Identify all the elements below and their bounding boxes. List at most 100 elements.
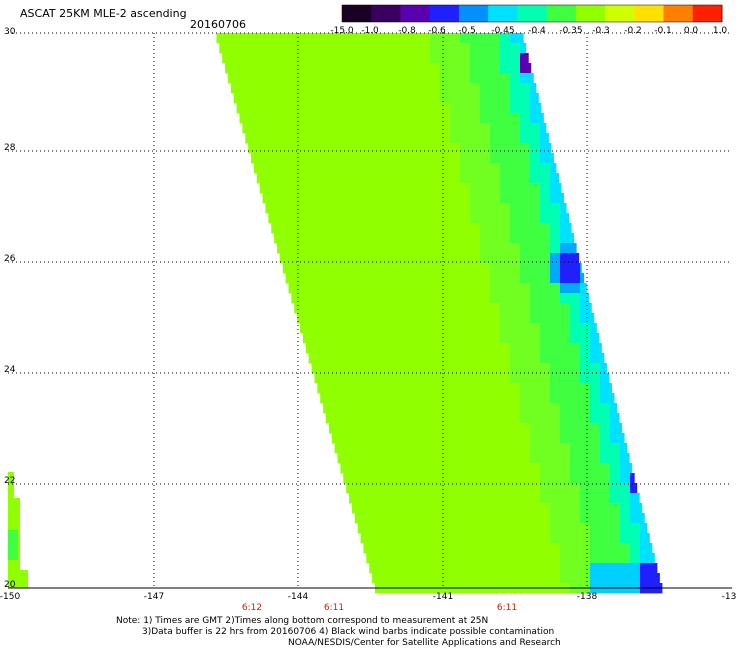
swath-cell	[520, 503, 531, 514]
swath-cell	[460, 213, 471, 224]
swath-cell	[340, 103, 351, 114]
swath-cell	[570, 353, 581, 364]
swath-cell	[630, 553, 641, 564]
swath-cell	[340, 73, 351, 84]
swath-cell	[219, 43, 221, 54]
swath-cell	[350, 153, 361, 164]
swath-cell	[510, 83, 521, 94]
swath-cell	[470, 433, 481, 444]
swath-cell	[480, 263, 491, 274]
swath-cell	[280, 43, 291, 54]
swath-cell	[350, 83, 361, 94]
swath-cell	[490, 173, 501, 184]
swath-cell	[260, 73, 271, 84]
swath-cell	[340, 163, 351, 174]
swath-cell	[630, 573, 641, 584]
swath-cell	[590, 353, 601, 364]
swath-cell	[310, 333, 321, 344]
swath-cell	[430, 443, 441, 454]
swath-cell	[280, 113, 291, 124]
swath-cell	[520, 543, 531, 554]
swath-cell	[390, 253, 401, 264]
swath-cell	[390, 393, 401, 404]
swath-cell	[510, 503, 521, 514]
swath-cell	[600, 513, 611, 524]
swath-cell	[470, 513, 481, 524]
swath-cell	[350, 123, 361, 134]
graticule	[8, 32, 732, 588]
lon-label: -150	[0, 592, 21, 602]
swath-cell	[370, 353, 381, 364]
swath-cell	[500, 273, 511, 284]
swath-cell	[450, 563, 461, 574]
swath-cell	[400, 293, 411, 304]
swath-cell	[480, 473, 491, 484]
swath-cell	[420, 313, 431, 324]
colorbar-label: -0.35	[559, 26, 583, 36]
swath-cell	[350, 103, 361, 114]
swath-cell	[470, 113, 481, 124]
swath-cell	[480, 253, 491, 264]
swath-cell	[540, 113, 544, 124]
swath-cell	[400, 403, 411, 414]
swath-cell	[570, 393, 581, 404]
swath-cell	[560, 513, 571, 524]
swath-cell	[300, 213, 311, 224]
swath-cell	[340, 273, 351, 284]
swath-cell	[280, 33, 291, 44]
swath-cell	[480, 153, 491, 164]
swath-cell	[350, 483, 361, 494]
swath-cell	[380, 323, 391, 334]
swath-cell	[380, 403, 391, 414]
swath-cell	[460, 53, 471, 64]
swath-cell	[260, 83, 271, 94]
swath-cell	[420, 483, 431, 494]
swath-cell	[330, 133, 341, 144]
swath-cell	[520, 163, 531, 174]
swath-cell	[340, 83, 351, 94]
swath-cell	[610, 543, 621, 554]
swath-cell	[380, 463, 391, 474]
swath-cell	[440, 203, 451, 214]
swath-cell	[220, 43, 231, 54]
swath-cell	[370, 413, 381, 424]
swath-cell	[570, 493, 581, 504]
lat-label: 20	[4, 580, 16, 590]
swath-cell	[390, 503, 401, 514]
swath-cell	[270, 33, 281, 44]
swath-cell	[470, 373, 481, 384]
swath-cell	[390, 293, 401, 304]
swath-cell	[560, 213, 570, 224]
swath-cell	[510, 73, 521, 84]
lat-label: 24	[4, 365, 16, 375]
swath-cell	[500, 313, 511, 324]
swath-cell	[530, 493, 541, 504]
swath-cell	[350, 203, 361, 214]
swath-cell	[550, 373, 561, 384]
swath-cell	[380, 373, 391, 384]
swath-cell	[440, 373, 451, 384]
swath-cell	[560, 253, 571, 264]
swath-cell	[400, 243, 411, 254]
colorbar-segment	[575, 5, 606, 22]
swath-cell	[420, 403, 431, 414]
swath-cell	[480, 93, 491, 104]
swath-cell	[330, 173, 341, 184]
swath-cell	[380, 353, 391, 364]
swath-cell	[580, 543, 591, 554]
swath-cell	[360, 153, 371, 164]
swath-cell	[450, 63, 461, 74]
swath-cell	[285, 273, 291, 284]
swath-cell	[410, 563, 421, 574]
swath-cell	[460, 43, 471, 54]
swath-cell	[310, 153, 321, 164]
swath-cell	[330, 143, 341, 154]
swath-cell	[590, 493, 601, 504]
swath-cell	[370, 453, 381, 464]
swath-cell	[300, 143, 311, 154]
swath-cell	[330, 233, 341, 244]
swath-cell	[570, 503, 581, 514]
swath-cell	[600, 503, 611, 514]
swath-cell	[300, 283, 311, 294]
swath-cell	[590, 523, 601, 534]
